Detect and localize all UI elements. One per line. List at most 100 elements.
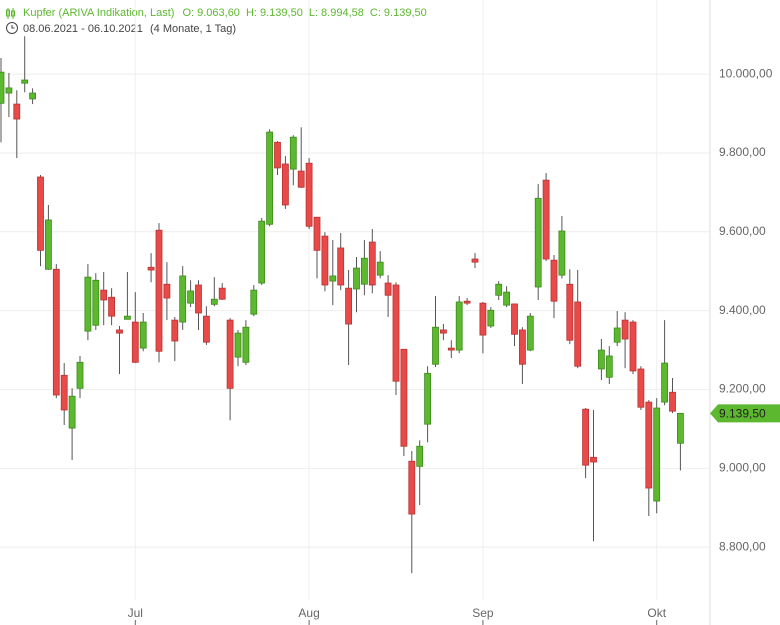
candle-body [202,315,210,343]
candle-body [439,329,447,334]
candle-body [0,71,5,104]
candle-body [250,289,258,315]
candle-body [100,289,108,301]
ohlc-value: L: 8.994,58 [309,7,364,19]
x-tick-label: Aug [298,606,319,620]
candle-body [313,216,321,251]
x-tick-label: Jul [128,606,143,620]
candle-body [400,348,408,447]
candle-body [108,296,115,317]
candle-body [84,276,92,332]
candle-body [52,268,60,396]
candle-body [605,355,613,378]
ohlc-value: C: 9.139,50 [370,7,427,19]
price-tag [710,404,780,423]
candle-body [447,347,455,351]
candle-body [463,300,471,304]
candle-body [534,197,542,288]
candle-body [45,219,52,270]
candle-body [479,302,487,336]
candle-body [266,131,274,225]
candle-body [613,327,621,343]
candle-body [337,247,345,286]
date-range: 08.06.2021 - 06.10.2021 [23,23,143,35]
y-tick-label: 9.400,00 [719,303,766,317]
candle-body [653,407,661,502]
candle-body [21,79,29,84]
y-tick-label: 9.000,00 [719,461,766,475]
y-tick-label: 9.200,00 [719,382,766,396]
candle-body [487,309,495,327]
candle-body [131,321,139,363]
candle-body [305,162,313,227]
candle-body [511,303,518,335]
candle-body [424,372,432,425]
candle-body [297,170,305,188]
candle-body [171,319,179,342]
candle-body [37,176,44,251]
candle-body [116,329,123,334]
candle-body [155,229,163,352]
x-tick-label: Okt [647,606,666,620]
chart-title: Kupfer (ARIVA Indikation, Last) [23,7,174,19]
y-tick-label: 8.800,00 [719,539,766,553]
candle-body [234,332,242,358]
candle-body [163,283,171,299]
candle-body [629,321,637,372]
candle-body [179,275,187,323]
candle-body [187,290,195,304]
candle-body [195,284,202,314]
candle-body [503,291,511,306]
candle-body [321,235,329,286]
candle-body [455,301,463,351]
clock-icon [6,22,18,34]
candle-body [68,395,76,429]
candle-body [471,258,479,263]
candle-body [92,279,100,326]
candle-body [432,326,439,365]
candle-body [274,141,281,169]
candle-body [353,267,360,290]
candle-body [60,374,68,411]
period: (4 Monate, 1 Tag) [150,23,236,35]
candle-body [368,241,376,286]
candle-body [29,92,37,100]
candle-body [661,362,668,403]
candle-body [384,282,392,296]
candle-body [519,329,526,365]
candle-body [416,445,424,467]
candle-body [329,275,337,282]
candle-body [376,261,384,276]
candle-body [621,319,629,340]
candle-body [526,315,534,351]
candle-body [218,287,226,300]
candle-body [258,220,266,284]
candle-body [598,349,605,370]
candle-body [124,315,131,320]
y-tick-label: 10.000,00 [719,66,773,80]
candle-body [13,103,21,120]
candle-body [645,401,653,489]
header-icon [6,8,15,19]
price-tag-label: 9.139,50 [719,407,766,421]
candle-body [392,284,400,382]
candle-body [582,408,589,466]
candle-body [5,87,13,94]
candle-body [495,283,503,296]
candle-body [566,283,574,341]
candle-body [210,298,218,305]
candle-body [139,321,147,349]
ohlc-value: H: 9.139,50 [246,7,303,19]
candle-body [408,460,416,515]
candle-body [226,319,234,389]
y-tick-label: 9.600,00 [719,224,766,238]
candle-body [542,179,550,260]
candle-body [558,230,566,276]
grid [0,0,710,600]
candle-body [550,259,558,302]
candle-body [637,368,645,408]
y-tick-label: 9.800,00 [719,145,766,159]
candle-body [242,326,250,363]
candle-body [147,266,155,271]
